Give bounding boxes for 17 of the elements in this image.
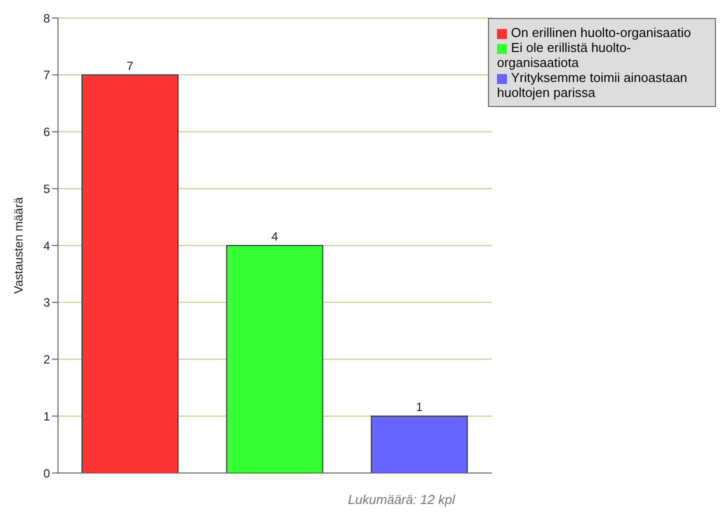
y-tick-label: 8 — [43, 11, 50, 26]
text: Lukumäärä: 12 kpl — [348, 492, 455, 507]
y-tick-label: 5 — [43, 182, 50, 196]
legend-label: Ei ole erillistä huolto-organisaatiota — [497, 40, 631, 70]
legend-label: Yrityksemme toimii ainoastaan huoltojen parissa — [497, 70, 688, 100]
y-tick-label: 4 — [43, 238, 50, 253]
y-tick-label: 1 — [43, 409, 50, 424]
y-tick-label: 3 — [43, 296, 50, 310]
y-tick-label: 0 — [43, 466, 50, 480]
y-tick-label: 2 — [43, 352, 50, 367]
data-label: 4 — [271, 230, 278, 244]
data-label: 1 — [416, 400, 423, 414]
y-tick-label: 6 — [43, 125, 50, 140]
legend-label: On erillinen huolto-organisaatio — [511, 25, 691, 40]
y-axis-title: Vastausten määrä — [11, 196, 26, 294]
data-label: 7 — [126, 58, 134, 73]
y-tick-label: 7 — [43, 68, 50, 82]
